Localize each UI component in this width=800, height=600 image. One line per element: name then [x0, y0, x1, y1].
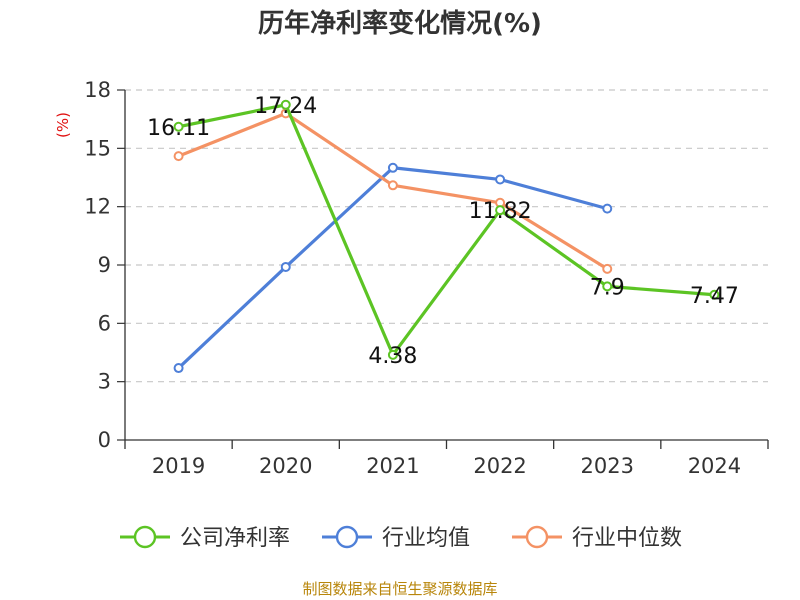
data-source-note: 制图数据来自恒生聚源数据库: [302, 580, 497, 598]
data-point-1-2020: [280, 261, 291, 272]
x-tick-label-2020: 2020: [259, 454, 312, 478]
legend-marker-2: [525, 525, 549, 549]
y-tick-label-12: 12: [84, 195, 111, 219]
legend-label-1: 行业均值: [382, 526, 470, 551]
data-point-2-2019: [173, 151, 184, 162]
legend-item-0[interactable]: 公司净利率: [120, 525, 290, 551]
y-tick-label-9: 9: [98, 253, 111, 277]
data-point-0-2020: [280, 99, 291, 110]
axes: 0 3 6 9 12 15 18 2019 2020 2021 2022 2023 2024: [84, 78, 769, 478]
y-axis-label: (%): [54, 112, 72, 138]
legend-marker-0: [133, 525, 157, 549]
series-line-0: [176, 103, 717, 357]
y-tick-label-0: 0: [98, 428, 111, 452]
x-tick-label-2021: 2021: [366, 454, 419, 478]
data-point-1-2019: [173, 363, 184, 374]
legend-item-1[interactable]: 行业均值: [322, 525, 470, 551]
data-label-2019: 16.11: [147, 116, 210, 141]
data-point-1-2021: [387, 162, 398, 173]
data-point-0-2022: [495, 205, 506, 216]
data-labels: 16.11 17.24 4.38 11.82 7.9 7.47: [147, 94, 739, 369]
y-tick-label-18: 18: [84, 78, 111, 102]
data-label-2022: 11.82: [469, 199, 532, 224]
chart-title: 历年净利率变化情况(%): [258, 8, 542, 39]
data-label-2020: 17.24: [254, 94, 317, 119]
series-lines: [173, 99, 720, 374]
legend-item-2[interactable]: 行业中位数: [512, 525, 682, 551]
legend-label-2: 行业中位数: [572, 526, 682, 551]
data-point-1-2022: [495, 174, 506, 185]
data-point-1-2023: [602, 203, 613, 214]
data-point-2-2021: [387, 180, 398, 191]
data-point-0-2023: [602, 281, 613, 292]
grid-lines: [125, 89, 768, 383]
x-tick-label-2024: 2024: [688, 454, 741, 478]
y-tick-label-15: 15: [84, 136, 111, 160]
data-label-2021: 4.38: [368, 344, 417, 369]
data-point-0-2024: [709, 289, 720, 300]
x-tick-label-2023: 2023: [581, 454, 634, 478]
y-tick-label-3: 3: [98, 370, 111, 394]
data-label-2024: 7.47: [690, 284, 739, 309]
series-line-1: [176, 166, 609, 370]
data-point-2-2023: [602, 263, 613, 274]
x-tick-label-2022: 2022: [473, 454, 526, 478]
legend[interactable]: 公司净利率 行业均值 行业中位数: [120, 525, 682, 551]
legend-label-0: 公司净利率: [180, 526, 290, 551]
data-point-0-2021: [387, 349, 398, 360]
x-tick-label-2019: 2019: [152, 454, 205, 478]
data-point-0-2019: [173, 121, 184, 132]
data-label-2023: 7.9: [590, 275, 625, 300]
legend-marker-1: [335, 525, 359, 549]
y-tick-label-6: 6: [98, 311, 111, 335]
